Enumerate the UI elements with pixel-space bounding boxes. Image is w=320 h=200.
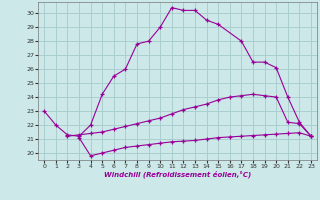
X-axis label: Windchill (Refroidissement éolien,°C): Windchill (Refroidissement éolien,°C): [104, 171, 251, 178]
